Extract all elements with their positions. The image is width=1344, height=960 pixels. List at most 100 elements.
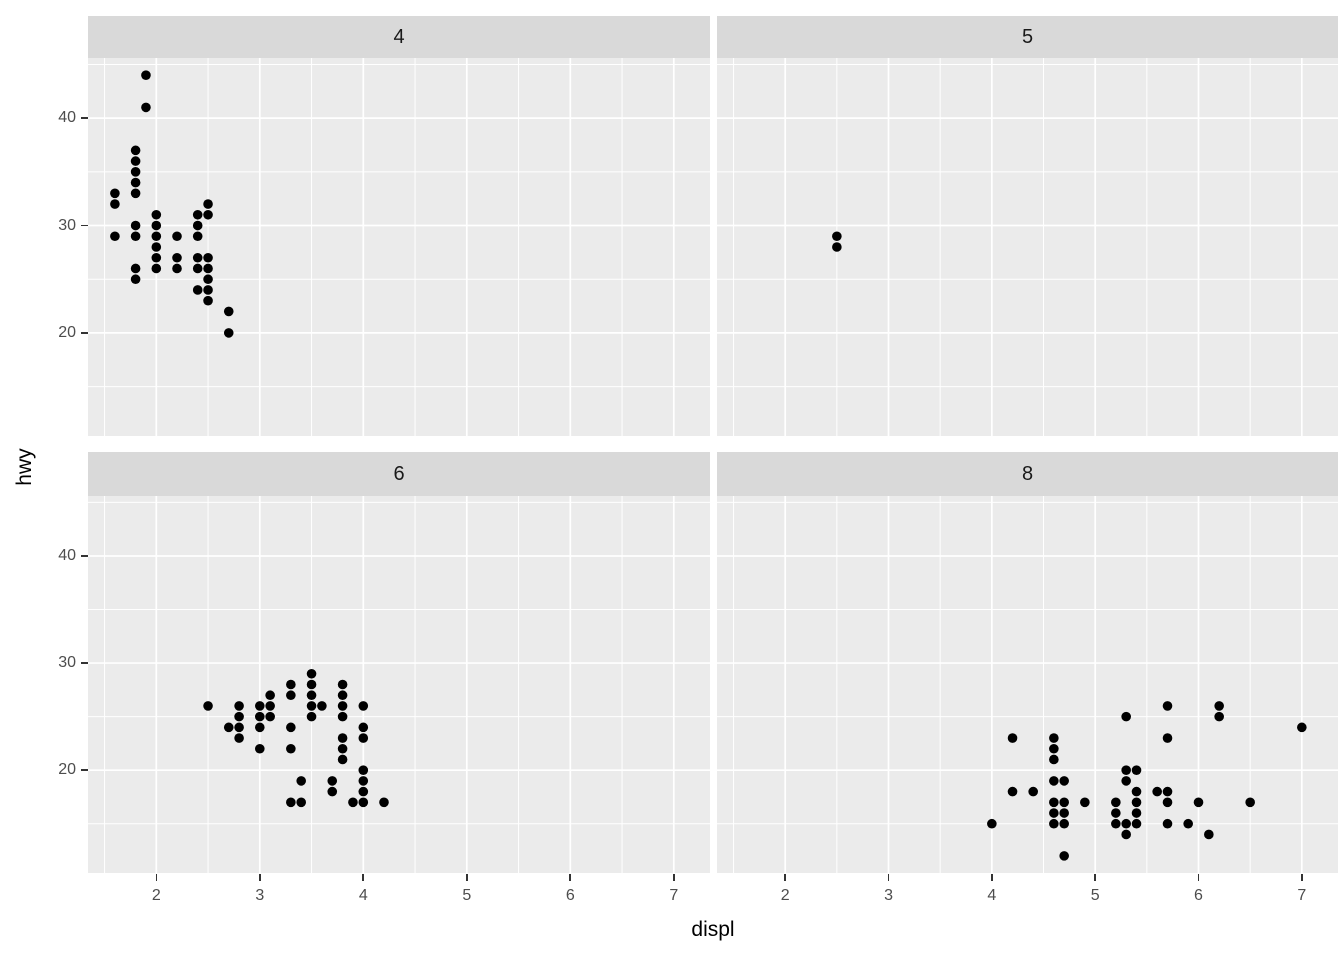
- data-point: [192, 209, 203, 220]
- x-tick-label: 2: [780, 887, 790, 904]
- y-tick-mark: [81, 662, 88, 664]
- y-tick-label: 20: [58, 323, 76, 341]
- data-point: [130, 156, 141, 166]
- data-point: [1121, 765, 1131, 775]
- data-point: [286, 743, 296, 754]
- data-point: [306, 701, 317, 711]
- data-point: [1121, 711, 1131, 722]
- data-point: [172, 263, 182, 274]
- data-point: [1007, 733, 1018, 743]
- x-tick-label: 4: [987, 887, 997, 904]
- data-point: [203, 274, 213, 285]
- data-point: [192, 231, 203, 242]
- panel-canvas: [88, 496, 710, 873]
- x-tick-label: 7: [1297, 887, 1307, 904]
- data-point: [223, 306, 234, 317]
- data-point: [1297, 722, 1307, 733]
- panel-canvas: [88, 58, 710, 436]
- data-point: [1121, 818, 1131, 829]
- data-point: [1131, 786, 1142, 797]
- x-tick-mark: [1197, 874, 1200, 881]
- data-point: [1049, 808, 1059, 818]
- data-point: [1028, 786, 1038, 797]
- plot-panel-cyl-8: [717, 496, 1338, 873]
- data-point: [306, 679, 317, 690]
- data-point: [286, 690, 296, 701]
- data-point: [337, 679, 348, 690]
- data-point: [130, 220, 141, 231]
- data-point: [151, 220, 162, 231]
- data-point: [337, 711, 348, 722]
- data-point: [1162, 701, 1173, 711]
- data-point: [337, 701, 348, 711]
- data-point: [832, 231, 842, 242]
- data-point: [379, 797, 389, 808]
- data-point: [296, 776, 306, 786]
- x-tick-mark: [784, 874, 786, 881]
- facet-strip-label: 6: [393, 462, 405, 485]
- data-point: [358, 786, 369, 797]
- y-tick-mark: [81, 332, 88, 334]
- data-point: [1245, 797, 1255, 808]
- data-point: [151, 252, 162, 263]
- data-point: [1162, 786, 1173, 797]
- data-point: [1059, 851, 1069, 861]
- panel-canvas: [717, 58, 1338, 436]
- data-point: [130, 188, 141, 199]
- x-tick-mark: [465, 874, 468, 881]
- x-tick-mark: [887, 874, 890, 881]
- plot-panel-cyl-4: [88, 58, 710, 436]
- data-point: [223, 328, 234, 338]
- data-point: [255, 722, 265, 733]
- x-axis-title: displ: [691, 918, 735, 941]
- y-tick-mark: [81, 117, 88, 119]
- x-tick-label: 7: [669, 887, 679, 904]
- x-tick-mark: [1301, 874, 1303, 881]
- data-point: [358, 765, 369, 775]
- data-point: [1162, 797, 1173, 808]
- data-point: [1214, 711, 1224, 722]
- data-point: [1193, 797, 1204, 808]
- data-point: [265, 690, 275, 701]
- y-tick-mark: [81, 555, 88, 557]
- data-point: [1049, 797, 1059, 808]
- data-point: [337, 754, 348, 765]
- data-point: [286, 722, 296, 733]
- data-point: [203, 285, 213, 295]
- data-point: [1131, 765, 1142, 775]
- data-point: [1131, 797, 1142, 808]
- data-point: [1059, 797, 1069, 808]
- x-tick-label: 3: [884, 887, 893, 904]
- data-point: [1214, 701, 1224, 711]
- facet-strip-label: 5: [1021, 25, 1034, 48]
- data-point: [306, 690, 317, 701]
- x-tick-mark: [569, 874, 572, 881]
- data-point: [203, 263, 213, 274]
- data-point: [265, 701, 275, 711]
- data-point: [172, 231, 182, 242]
- data-point: [1162, 733, 1173, 743]
- data-point: [1049, 733, 1059, 743]
- y-tick-label: 20: [58, 761, 76, 779]
- data-point: [1111, 797, 1121, 808]
- plot-panel-cyl-5: [717, 58, 1338, 436]
- data-point: [130, 177, 141, 188]
- x-tick-label: 5: [462, 887, 472, 904]
- data-point: [1049, 743, 1059, 754]
- data-point: [141, 102, 151, 113]
- data-point: [358, 776, 369, 786]
- y-tick-label: 30: [58, 654, 76, 672]
- data-point: [1007, 786, 1018, 797]
- data-point: [1152, 786, 1162, 797]
- data-point: [172, 252, 182, 263]
- facet-strip-8: 8: [717, 452, 1338, 496]
- y-tick-mark: [81, 224, 88, 227]
- facet-strip-label: 8: [1021, 462, 1034, 485]
- data-point: [337, 743, 348, 754]
- data-point: [223, 722, 234, 733]
- data-point: [234, 711, 244, 722]
- facet-strip-4: 4: [88, 16, 710, 58]
- data-point: [1059, 776, 1069, 786]
- data-point: [337, 690, 348, 701]
